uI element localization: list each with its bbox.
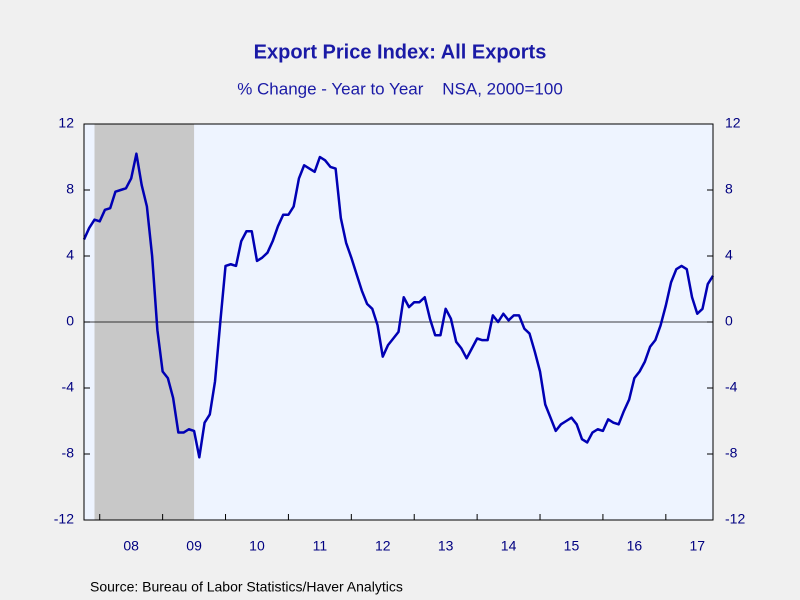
x-tick-label: 09 bbox=[186, 538, 202, 554]
x-tick-label: 10 bbox=[249, 538, 265, 554]
y2-tick-label: 12 bbox=[725, 115, 741, 131]
source-note: Source: Bureau of Labor Statistics/Haver… bbox=[90, 579, 403, 595]
y2-tick-label: -12 bbox=[725, 511, 745, 527]
x-tick-label: 14 bbox=[501, 538, 517, 554]
x-tick-label: 11 bbox=[313, 538, 328, 554]
y-tick-label: -8 bbox=[62, 445, 75, 461]
plot-border bbox=[83, 123, 714, 521]
chart-title: Export Price Index: All Exports bbox=[254, 41, 547, 63]
chart-subtitle: % Change - Year to Year NSA, 2000=100 bbox=[237, 79, 563, 98]
y-tick-label: -12 bbox=[54, 511, 74, 527]
x-tick-label: 17 bbox=[689, 538, 705, 554]
x-tick-label: 08 bbox=[123, 538, 139, 554]
y-tick-label: 8 bbox=[66, 181, 74, 197]
x-tick-label: 13 bbox=[438, 538, 454, 554]
y2-tick-label: -8 bbox=[725, 445, 738, 461]
y-tick-label: -4 bbox=[62, 379, 75, 395]
y-tick-label: 12 bbox=[58, 115, 74, 131]
y2-tick-label: 0 bbox=[725, 313, 733, 329]
y2-tick-label: 8 bbox=[725, 181, 733, 197]
y2-tick-label: 4 bbox=[725, 247, 733, 263]
x-tick-label: 16 bbox=[627, 538, 643, 554]
y2-tick-label: -4 bbox=[725, 379, 738, 395]
y-tick-label: 4 bbox=[66, 247, 74, 263]
x-tick-label: 15 bbox=[564, 538, 580, 554]
x-tick-label: 12 bbox=[375, 538, 391, 554]
data-line bbox=[82, 152, 715, 459]
y-tick-label: 0 bbox=[66, 313, 74, 329]
